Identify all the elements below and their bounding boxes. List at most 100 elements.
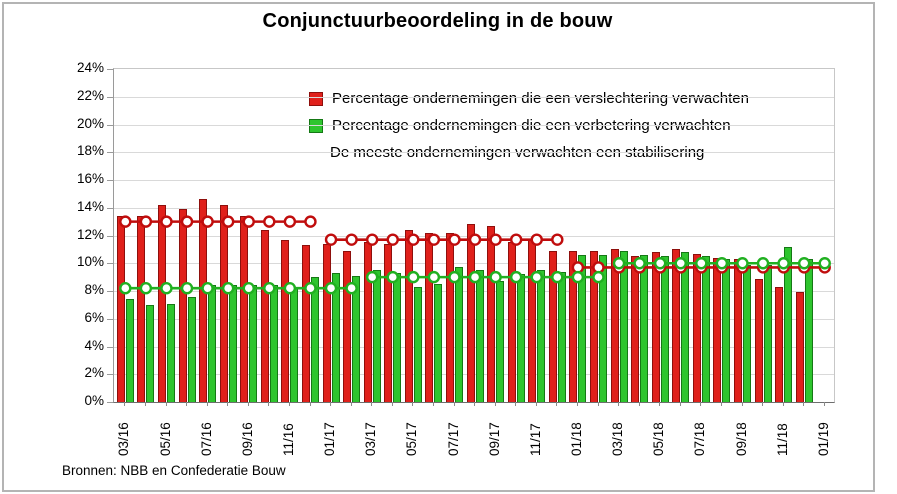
y-tick-10 [107, 263, 113, 265]
marker-verbetering-trendlijn-08/17 [468, 270, 482, 284]
y-tick-14 [107, 207, 113, 209]
marker-verslechtering-trendlijn-11/17 [530, 233, 543, 246]
marker-verbetering-trendlijn-10/16 [263, 282, 276, 295]
marker-verslechtering-trendlijn-04/16 [139, 215, 153, 228]
marker-verslechtering-trendlijn-09/17 [489, 233, 502, 246]
marker-verslechtering-trendlijn-06/17 [427, 233, 441, 246]
bar-red-05/17 [404, 229, 413, 402]
marker-verslechtering-trendlijn-01/17 [324, 233, 338, 246]
marker-verbetering-trendlijn-11/17 [530, 270, 543, 284]
marker-verbetering-trendlijn-11/16 [283, 282, 297, 295]
bar-green-05/18 [660, 256, 669, 402]
x-tick-label-05/17: 05/17 [404, 422, 420, 456]
marker-verbetering-trendlijn-05/16 [160, 282, 173, 295]
marker-verslechtering-trendlijn-11/16 [283, 215, 297, 228]
x-tick-05/18 [659, 402, 661, 406]
marker-verslechtering-trendlijn-12/16 [304, 215, 317, 228]
marker-verbetering-trendlijn-05/17 [407, 270, 420, 284]
x-tick-label-07/18: 07/18 [692, 422, 708, 456]
x-tick-11/17 [535, 402, 537, 406]
marker-verslechtering-trendlijn-07/16 [201, 215, 214, 228]
bar-green-04/18 [640, 254, 649, 402]
bar-red-05/18 [651, 252, 660, 402]
gridline-22 [114, 96, 834, 98]
marker-verbetering-trendlijn-06/16 [180, 282, 194, 295]
bar-red-06/18 [672, 249, 681, 402]
gridline-18 [114, 152, 834, 154]
x-tick-12/18 [803, 402, 805, 406]
bar-green-12/16 [311, 277, 319, 402]
x-tick-06/16 [186, 402, 187, 406]
marker-verslechtering-trendlijn-06/16 [180, 215, 194, 228]
bar-red-11/18 [775, 286, 784, 402]
bar-red-11/16 [281, 239, 290, 402]
bar-red-10/18 [754, 278, 763, 402]
bar-red-04/16 [137, 216, 146, 402]
marker-verslechtering-trendlijn-04/17 [386, 233, 399, 246]
bar-red-02/18 [590, 250, 598, 402]
marker-verslechtering-trendlijn-07/17 [448, 233, 461, 246]
source-note: Bronnen: NBB en Confederatie Bouw [62, 463, 286, 478]
bar-green-07/18 [701, 256, 710, 402]
x-axis: 03/16 05/16 07/16 09/16 11/16 01/17 03/17 05/17… [113, 402, 833, 460]
bar-green-06/18 [681, 252, 690, 402]
marker-verbetering-trendlijn-01/19 [818, 257, 831, 270]
marker-verslechtering-trendlijn-05/17 [407, 233, 420, 246]
bar-red-08/17 [466, 224, 475, 402]
marker-verslechtering-trendlijn-09/16 [242, 215, 255, 228]
legend-item-verslechtering: Percentage ondernemingen die een verslec… [309, 85, 749, 112]
x-tick-04/16 [144, 402, 146, 406]
gridline-14 [114, 207, 834, 209]
y-tick-label: 12% [76, 226, 104, 242]
gridline-20 [114, 124, 834, 126]
x-tick-08/17 [474, 402, 475, 406]
marker-verbetering-trendlijn-12/16 [304, 282, 317, 295]
y-tick-2 [107, 374, 113, 376]
x-tick-12/17 [556, 402, 558, 406]
bar-green-07/17 [455, 267, 463, 402]
marker-verbetering-trendlijn-12/17 [551, 270, 564, 284]
marker-verbetering-trendlijn-06/17 [427, 270, 441, 284]
x-tick-label-11/16: 11/16 [280, 423, 296, 456]
bar-green-09/17 [496, 281, 505, 402]
x-tick-07/18 [700, 402, 702, 406]
bar-green-01/18 [578, 254, 587, 402]
y-tick-24 [107, 69, 113, 70]
bar-red-05/16 [158, 205, 166, 402]
x-tick-10/16 [268, 402, 270, 406]
x-tick-05/17 [412, 402, 414, 406]
bar-green-03/16 [125, 299, 134, 402]
bar-red-03/18 [610, 249, 619, 402]
marker-verbetering-trendlijn-08/16 [221, 282, 235, 295]
marker-verbetering-trendlijn-07/18 [695, 257, 708, 270]
bar-green-12/17 [557, 271, 566, 402]
trend-lines-layer [119, 215, 831, 295]
marker-verbetering-trendlijn-04/17 [386, 270, 399, 284]
y-tick-label: 8% [84, 282, 104, 297]
x-tick-04/18 [638, 402, 640, 406]
x-tick-02/18 [597, 402, 599, 406]
y-tick-label: 0% [84, 393, 104, 408]
y-tick-4 [107, 346, 113, 348]
bar-red-07/16 [199, 199, 208, 402]
x-tick-label-09/18: 09/18 [733, 422, 749, 456]
bar-green-05/17 [413, 286, 422, 402]
x-tick-10/18 [762, 402, 763, 406]
x-tick-10/17 [515, 402, 517, 406]
marker-verbetering-trendlijn-06/18 [674, 257, 687, 270]
x-tick-label-03/18: 03/18 [610, 422, 625, 456]
x-tick-05/16 [165, 402, 167, 406]
bar-green-01/17 [331, 273, 340, 402]
bar-red-09/16 [240, 216, 249, 402]
bar-green-08/17 [475, 270, 484, 402]
marker-verslechtering-trendlijn-05/16 [160, 215, 173, 228]
y-tick-8 [107, 291, 113, 292]
y-tick-12 [107, 235, 113, 237]
marker-verslechtering-trendlijn-08/17 [468, 233, 482, 246]
marker-verslechtering-trendlijn-01/18 [571, 261, 585, 274]
y-tick-16 [107, 180, 113, 181]
x-tick-label-01/17: 01/17 [322, 422, 337, 456]
bar-green-02/18 [599, 254, 607, 402]
x-tick-08/16 [227, 402, 229, 406]
marker-verslechtering-trendlijn-03/16 [119, 215, 132, 228]
